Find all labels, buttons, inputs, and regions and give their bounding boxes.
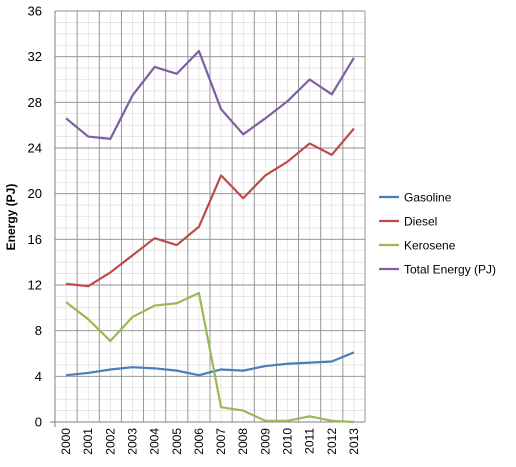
axes — [50, 11, 365, 427]
major-gridlines — [54, 10, 366, 423]
y-tick-label: 12 — [28, 278, 42, 293]
y-tick-label: 0 — [35, 415, 42, 430]
legend-label-diesel: Diesel — [404, 215, 437, 229]
x-tick-label: 2013 — [347, 428, 361, 455]
x-tick-label: 2006 — [192, 428, 206, 455]
x-tick-label: 2007 — [214, 428, 228, 455]
x-tick-label: 2002 — [103, 428, 117, 455]
y-tick-label: 16 — [28, 232, 42, 247]
x-tick-label: 2009 — [258, 428, 272, 455]
y-tick-label: 32 — [28, 49, 42, 64]
series-line-kerosene — [65, 291, 354, 424]
x-tick-label: 2008 — [236, 428, 250, 455]
x-tick-label: 2004 — [148, 428, 162, 455]
x-tick-label: 2005 — [170, 428, 184, 455]
series-line-total-energy-pj — [65, 49, 355, 140]
x-tick-label: 2003 — [126, 428, 140, 455]
x-tick-label: 2011 — [303, 428, 317, 454]
y-tick-label: 20 — [28, 186, 42, 201]
legend-label-total-energy-pj: Total Energy (PJ) — [404, 263, 496, 277]
y-tick-label: 28 — [28, 95, 42, 110]
series-line-gasoline — [65, 351, 355, 377]
x-tick-label: 2000 — [59, 428, 73, 455]
y-tick-label: 4 — [35, 369, 42, 384]
x-axis-ticks: 2000 2001 2002 2003 2004 2005 2006 2007 2008 2009… — [59, 428, 361, 455]
series-lines — [65, 49, 355, 424]
x-tick-label: 2001 — [81, 428, 95, 455]
y-axis-ticks: 0 4 8 12 16 20 24 28 32 36 — [28, 4, 42, 430]
y-tick-label: 24 — [28, 141, 42, 156]
legend-label-gasoline: Gasoline — [404, 191, 452, 205]
x-tick-label: 2010 — [281, 428, 295, 455]
legend-label-kerosene: Kerosene — [404, 239, 456, 253]
y-tick-label: 36 — [28, 4, 42, 19]
series-line-diesel — [65, 127, 355, 288]
x-tick-label: 2012 — [325, 428, 339, 455]
legend: Gasoline Diesel Kerosene Total Energy (PJ) — [379, 191, 496, 277]
y-tick-label: 8 — [35, 323, 42, 338]
y-axis-label: Energy (PJ) — [4, 184, 18, 251]
